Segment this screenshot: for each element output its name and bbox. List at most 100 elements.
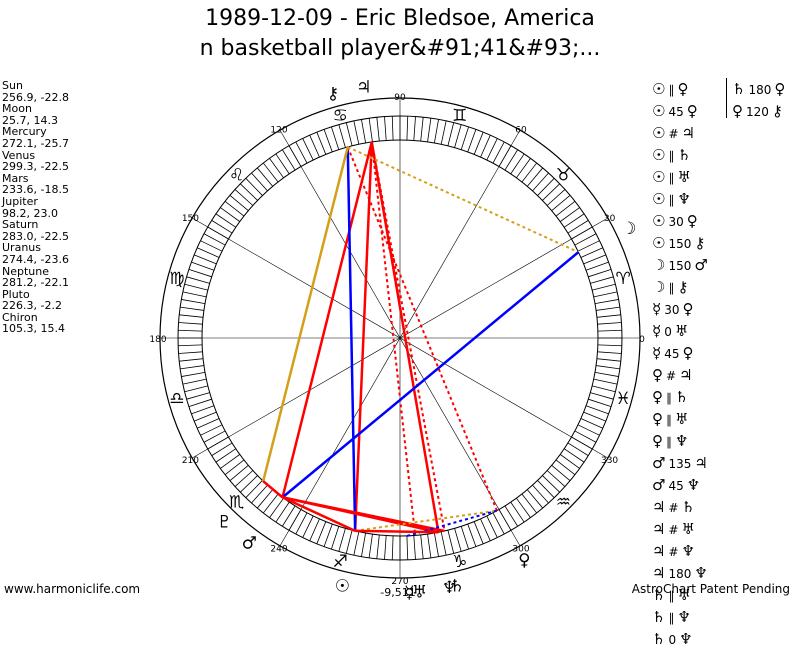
aspect-planet-2-icon: ⚷: [694, 234, 706, 252]
aspect-angle: 0: [668, 633, 677, 647]
degree-tick: [282, 505, 296, 527]
degree-tick: [594, 299, 619, 305]
aspect-angle: 180: [668, 567, 692, 581]
degree-tick: [583, 254, 606, 265]
degree-tick: [215, 213, 237, 228]
aspect-angle: ∥: [668, 611, 675, 625]
degree-tick: [200, 424, 223, 436]
aspect-angle: 30: [664, 303, 680, 317]
degree-tick: [542, 475, 560, 493]
aspect-planet-2-icon: ♆: [686, 476, 701, 494]
aspect-planet-1-icon: ♂: [652, 476, 666, 494]
degree-tick: [559, 454, 580, 469]
degree-tick: [251, 172, 268, 192]
aspect-planet-1-icon: ☉: [652, 102, 666, 120]
aspect-planet-2-icon: ♆: [677, 190, 691, 208]
aspect-row: ♄ 180 ♀: [732, 78, 785, 100]
aspect-list-secondary: ♄ 180 ♀ ♀ 120 ⚷: [732, 78, 785, 122]
aspect-row: ☽ ∥ ⚷: [652, 276, 708, 298]
aspect-line: [282, 496, 445, 533]
degree-tick: [178, 329, 203, 332]
degree-tick: [537, 480, 555, 498]
degree-tick: [194, 254, 217, 265]
aspect-row: ♃ # ♄: [652, 496, 708, 518]
degree-tick: [590, 392, 614, 400]
planet-glyph-icon: ☿: [404, 583, 414, 600]
aspect-planet-1-icon: ♃: [652, 498, 666, 516]
degree-tick: [427, 534, 432, 558]
aspect-planet-2-icon: ♅: [675, 410, 689, 428]
degree-tick: [224, 201, 245, 217]
aspect-angle: #: [666, 369, 677, 383]
degree-tick: [567, 220, 589, 234]
aspect-planet-1-icon: ☉: [652, 168, 666, 186]
degree-label: 330: [601, 456, 618, 466]
degree-tick: [181, 371, 206, 377]
body-coords: 274.4, -23.6: [2, 252, 69, 266]
chart-title-line-2: n basketball player&#91;41&#93;...: [199, 36, 601, 61]
degree-tick: [220, 454, 241, 469]
aspect-planet-2-icon: ♀: [774, 80, 786, 98]
degree-label: 270: [391, 577, 408, 587]
degree-tick: [460, 126, 469, 150]
aspect-row: ♀ ∥ ♆: [652, 430, 708, 452]
aspect-planet-2-icon: ♅: [681, 520, 695, 538]
degree-tick: [563, 448, 585, 463]
zodiac-sign-icon: ♉: [556, 166, 571, 186]
aspect-angle: ∥: [668, 83, 675, 97]
aspect-planet-1-icon: ☽: [652, 278, 666, 296]
degree-label: 210: [182, 456, 199, 466]
degree-tick: [597, 322, 622, 325]
degree-tick: [555, 459, 576, 475]
aspect-planet-1-icon: ☉: [652, 212, 666, 230]
astro-wheel: 0 30 60 90 120 150 180 210 240 270 300 330 ♈ ♉ ♊ ♋ ♌ ♍ ♎ ♏ ♐…: [149, 78, 645, 600]
degree-tick: [368, 118, 373, 142]
body-name: Chiron: [2, 310, 38, 324]
aspect-planet-1-icon: ☽: [652, 256, 666, 274]
degree-tick: [323, 523, 333, 547]
aspect-planet-1-icon: ☿: [652, 322, 662, 340]
sign-spoke: [192, 217, 608, 459]
body-name: Sun: [2, 79, 23, 92]
zodiac-sign-icon: ♈: [616, 269, 631, 289]
degree-tick: [542, 183, 560, 201]
degree-tick: [200, 240, 223, 252]
footer-patent: AstroChart Patent Pending: [631, 582, 790, 596]
degree-tick: [597, 351, 622, 354]
aspect-row: ♀ ∥ ♅: [652, 408, 708, 430]
aspect-angle: ∥: [666, 435, 672, 449]
degree-tick: [504, 505, 518, 527]
degree-tick: [211, 220, 233, 234]
aspect-planet-2-icon: ⚷: [677, 278, 689, 296]
aspect-planet-1-icon: ☉: [652, 234, 666, 252]
aspect-line: [281, 141, 373, 498]
degree-tick: [179, 314, 204, 318]
degree-tick: [182, 291, 207, 298]
degree-tick: [516, 497, 531, 518]
aspect-planet-1-icon: ♀: [652, 366, 663, 384]
degree-label: 180: [149, 335, 166, 345]
degree-tick: [203, 430, 226, 443]
degree-tick: [316, 132, 327, 155]
degree-tick: [406, 116, 409, 141]
degree-tick: [574, 430, 597, 443]
body-name: Mercury: [2, 125, 47, 139]
degree-tick: [504, 149, 518, 171]
degree-tick: [454, 124, 462, 148]
degree-tick: [240, 475, 258, 493]
aspect-column-divider: [726, 78, 727, 118]
planet-glyph-icon: ♂: [242, 533, 257, 553]
aspect-angle: #: [668, 545, 679, 559]
degree-tick: [181, 299, 206, 305]
zodiac-sign-icon: ♎: [169, 389, 184, 409]
footer-website[interactable]: www.harmoniclife.com: [4, 582, 141, 596]
aspect-row: ♀ 120 ⚷: [732, 100, 785, 122]
degree-tick: [211, 442, 233, 456]
degree-tick: [309, 518, 320, 541]
body-coords: 281.2, -22.1: [2, 276, 69, 290]
aspect-planet-1-icon: ♂: [652, 454, 666, 472]
degree-tick: [188, 269, 212, 278]
aspect-planet-2-icon: ♀: [682, 300, 694, 318]
degree-tick: [596, 314, 621, 318]
aspect-planet-1-icon: ♃: [652, 564, 666, 582]
